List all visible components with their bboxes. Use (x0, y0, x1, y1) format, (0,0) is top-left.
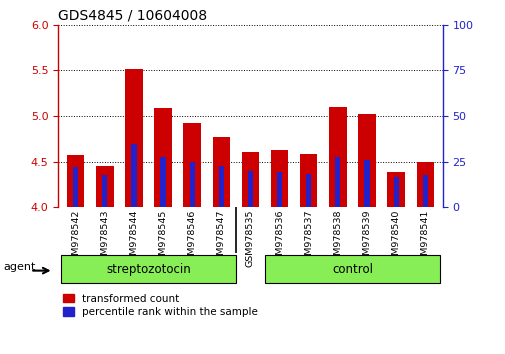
FancyBboxPatch shape (265, 255, 439, 283)
Bar (358, 114, 375, 207)
Bar (154, 108, 172, 207)
Bar (387, 172, 404, 207)
Text: GSM978536: GSM978536 (275, 210, 283, 267)
Bar (160, 157, 165, 207)
Bar (335, 157, 340, 207)
Bar (189, 161, 194, 207)
Bar (67, 155, 84, 207)
Text: GSM978544: GSM978544 (129, 210, 138, 267)
Bar (270, 150, 288, 207)
Bar (364, 160, 369, 207)
Bar (73, 167, 78, 207)
Text: GSM978539: GSM978539 (362, 210, 371, 267)
Bar (299, 154, 317, 207)
Text: GSM978535: GSM978535 (245, 210, 255, 267)
Text: GDS4845 / 10604008: GDS4845 / 10604008 (58, 8, 207, 22)
Text: GSM978537: GSM978537 (304, 210, 313, 267)
Text: GSM978540: GSM978540 (391, 210, 400, 267)
Text: GSM978538: GSM978538 (333, 210, 342, 267)
Text: GSM978543: GSM978543 (100, 210, 109, 267)
Bar (422, 175, 427, 207)
Text: streptozotocin: streptozotocin (106, 263, 190, 275)
Text: GSM978547: GSM978547 (217, 210, 225, 267)
Bar (328, 107, 346, 207)
FancyBboxPatch shape (61, 255, 235, 283)
Text: control: control (331, 263, 372, 275)
Legend: transformed count, percentile rank within the sample: transformed count, percentile rank withi… (63, 294, 258, 317)
Bar (241, 153, 259, 207)
Bar (218, 166, 224, 207)
Bar (306, 174, 311, 207)
Bar (416, 161, 433, 207)
Text: GSM978546: GSM978546 (187, 210, 196, 267)
Bar (183, 123, 200, 207)
Text: GSM978541: GSM978541 (420, 210, 429, 267)
Bar (212, 137, 230, 207)
Bar (102, 175, 107, 207)
Text: agent: agent (3, 262, 35, 273)
Bar (276, 172, 282, 207)
Bar (247, 171, 252, 207)
Bar (131, 144, 136, 207)
Bar (393, 177, 398, 207)
Bar (96, 166, 113, 207)
Text: GSM978542: GSM978542 (71, 210, 80, 267)
Text: GSM978545: GSM978545 (158, 210, 167, 267)
Bar (125, 69, 142, 207)
